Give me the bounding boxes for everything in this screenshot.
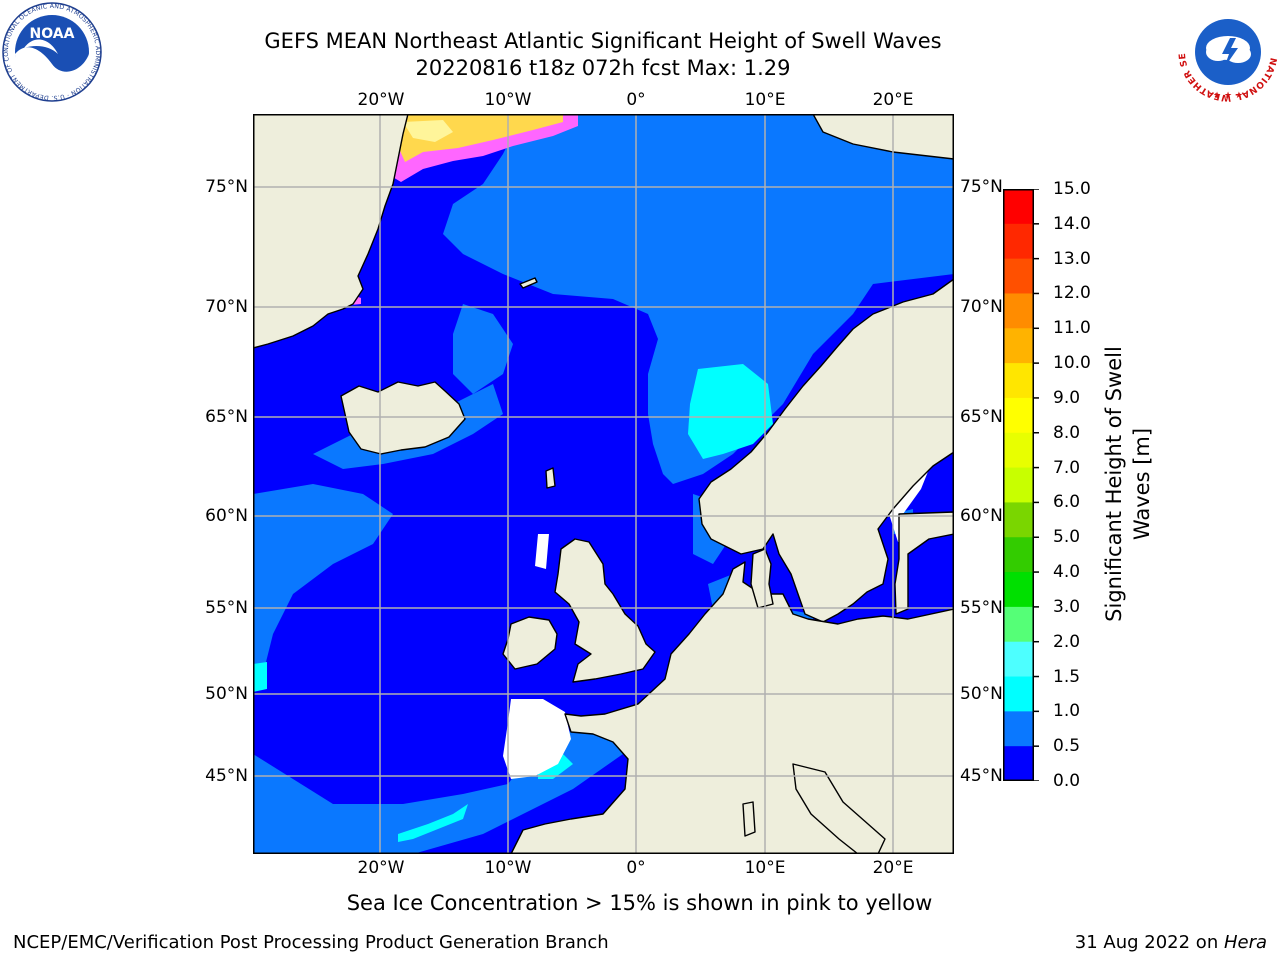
lat-label-right-75n: 75°N [960, 177, 1003, 197]
lon-label-top-10w: 10°W [484, 90, 532, 110]
lat-label-left-70n: 70°N [205, 297, 248, 317]
lat-label-right-70n: 70°N [960, 297, 1003, 317]
nws-logo: NATIONAL WEATHER SERVICE ★ ★ ★ [1178, 2, 1277, 102]
lat-label-right-55n: 55°N [960, 598, 1003, 618]
colorbar-tick-label: 10.0 [1053, 353, 1091, 374]
colorbar-tick-label: 3.0 [1053, 596, 1081, 617]
colorbar-band [1003, 676, 1033, 712]
colorbar-tick-label: 9.0 [1053, 387, 1081, 408]
colorbar-tick-label: 0.0 [1053, 771, 1081, 791]
colorbar-band [1003, 572, 1033, 608]
colorbar-band [1003, 293, 1033, 329]
lat-label-right-65n: 65°N [960, 407, 1003, 427]
colorbar-band [1003, 223, 1033, 260]
lat-label-left-65n: 65°N [205, 407, 248, 427]
swell-height-map [253, 114, 954, 854]
lat-label-right-60n: 60°N [960, 506, 1003, 526]
colorbar-tick-label: 12.0 [1053, 283, 1091, 304]
lat-label-left-60n: 60°N [205, 506, 248, 526]
colorbar-tick-label: 6.0 [1053, 492, 1081, 513]
colorbar-tick-label: 8.0 [1053, 422, 1081, 443]
svg-text:★ ★ ★: ★ ★ ★ [1213, 91, 1243, 101]
footer-date: 31 Aug 2022 on Hera [1075, 932, 1267, 954]
lon-label-bottom-10w: 10°W [484, 858, 532, 878]
colorbar-tick-label: 7.0 [1053, 457, 1081, 478]
colorbar-band [1003, 502, 1033, 538]
colorbar-band [1003, 363, 1033, 399]
finland-baltic [894, 511, 954, 615]
colorbar-band [1003, 432, 1033, 469]
colorbar [1003, 189, 1039, 781]
colorbar-band [1003, 467, 1033, 503]
scandinavia [698, 278, 954, 623]
chart-title: GEFS MEAN Northeast Atlantic Significant… [264, 29, 942, 53]
footer-date-text: 31 Aug 2022 on [1074, 932, 1224, 953]
colorbar-tick-label: 11.0 [1053, 318, 1091, 339]
lon-label-bottom-20e: 20°E [872, 858, 914, 878]
ireland [502, 616, 558, 670]
jan-mayen [519, 277, 538, 289]
chart-subtitle: 20220816 t18z 072h fcst Max: 1.29 [415, 56, 791, 80]
land-masses [253, 114, 954, 854]
colorbar-band [1003, 189, 1033, 225]
colorbar-tick-label: 4.0 [1053, 562, 1081, 583]
colorbar-band [1003, 711, 1033, 747]
lon-label-bottom-0: 0° [626, 858, 646, 878]
sea-ice-caption: Sea Ice Concentration > 15% is shown in … [346, 891, 933, 915]
colorbar-tick-label: 14.0 [1053, 213, 1091, 234]
colorbar-tick-label: 1.0 [1053, 701, 1081, 722]
lon-label-top-20w: 20°W [357, 90, 405, 110]
colorbar-band [1003, 258, 1033, 294]
colorbar-band [1003, 641, 1033, 678]
colorbar-band [1003, 537, 1033, 573]
denmark [750, 548, 774, 609]
graticule [253, 114, 954, 854]
noaa-logo: NATIONAL OCEANIC AND ATMOSPHERIC ADMINIS… [2, 2, 102, 102]
colorbar-tick-label: 0.5 [1053, 736, 1081, 757]
lon-label-top-0: 0° [626, 90, 646, 110]
lat-label-right-45n: 45°N [960, 766, 1003, 786]
lon-label-bottom-20w: 20°W [357, 858, 405, 878]
colorbar-tick-label: 2.0 [1053, 631, 1081, 652]
great-britain [554, 538, 656, 683]
lat-label-right-50n: 50°N [960, 684, 1003, 704]
lat-label-left-75n: 75°N [205, 177, 248, 197]
colorbar-tick-label: 5.0 [1053, 527, 1081, 548]
lat-label-left-45n: 45°N [205, 766, 248, 786]
sardinia [742, 801, 756, 837]
swell-band-10-15 [253, 364, 773, 842]
lon-label-top-20e: 20°E [872, 90, 914, 110]
faroe-islands [545, 467, 556, 489]
iceland [340, 381, 466, 455]
colorbar-band [1003, 328, 1033, 364]
greenland [253, 114, 409, 349]
footer-machine: Hera [1223, 932, 1267, 953]
colorbar-band [1003, 746, 1033, 781]
lon-label-bottom-10e: 10°E [744, 858, 786, 878]
lat-label-left-50n: 50°N [205, 684, 248, 704]
colorbar-tick-label: 13.0 [1053, 248, 1091, 269]
lon-label-top-10e: 10°E [744, 90, 786, 110]
colorbar-band [1003, 397, 1033, 434]
noaa-logo-text: NOAA [30, 26, 75, 42]
footer-producer: NCEP/EMC/Verification Post Processing Pr… [13, 932, 609, 953]
italy [792, 763, 886, 854]
colorbar-tick-label: 15.0 [1053, 179, 1091, 199]
colorbar-tick-label: 1.5 [1053, 666, 1081, 687]
colorbar-title: Significant Height of Swell Waves [m] [1102, 346, 1154, 622]
colorbar-band [1003, 606, 1033, 643]
lat-label-left-55n: 55°N [205, 598, 248, 618]
continental-europe [510, 561, 954, 854]
